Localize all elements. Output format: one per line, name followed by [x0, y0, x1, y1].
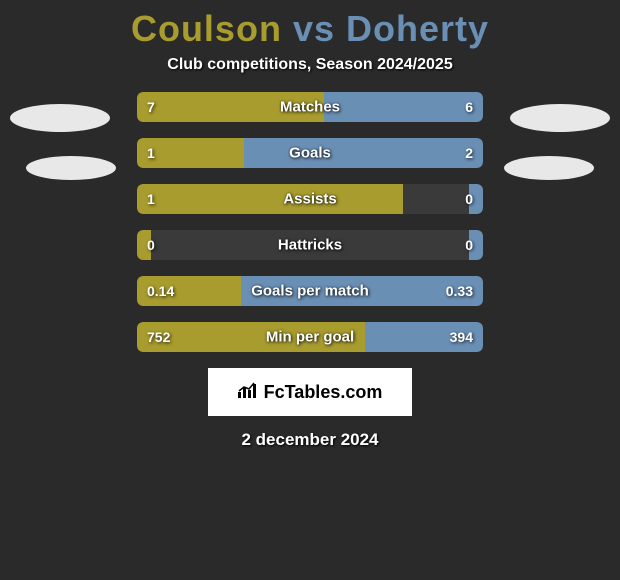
stat-value-left: 1 [147, 145, 155, 161]
stat-row: Matches 7 6 [137, 92, 483, 122]
stat-label: Goals per match [251, 283, 369, 300]
subtitle: Club competitions, Season 2024/2025 [0, 56, 620, 92]
stat-value-right: 0.33 [446, 283, 473, 299]
stat-value-right: 0 [465, 237, 473, 253]
stat-row: Min per goal 752 394 [137, 322, 483, 352]
stat-value-right: 6 [465, 99, 473, 115]
bar-right [244, 138, 483, 168]
bar-right [324, 92, 483, 122]
stat-value-left: 1 [147, 191, 155, 207]
stat-row: Hattricks 0 0 [137, 230, 483, 260]
brand-logo: FcTables.com [208, 368, 412, 416]
vs-label: vs [293, 8, 335, 49]
decoration-ellipse [504, 156, 594, 180]
stat-label: Goals [289, 145, 331, 162]
stat-value-left: 752 [147, 329, 170, 345]
bars-container: Matches 7 6 Goals 1 2 Assists 1 0 Hattricks 0 0 Goal… [137, 92, 483, 352]
stat-value-right: 0 [465, 191, 473, 207]
stat-value-right: 2 [465, 145, 473, 161]
player2-name: Doherty [346, 8, 489, 49]
stat-row: Assists 1 0 [137, 184, 483, 214]
date-label: 2 december 2024 [0, 430, 620, 450]
decoration-ellipse [10, 104, 110, 132]
bar-left [137, 184, 403, 214]
stat-value-left: 7 [147, 99, 155, 115]
stat-row: Goals 1 2 [137, 138, 483, 168]
stat-label: Assists [283, 191, 336, 208]
stat-row: Goals per match 0.14 0.33 [137, 276, 483, 306]
comparison-title: Coulson vs Doherty [0, 0, 620, 56]
player1-name: Coulson [131, 8, 282, 49]
brand-text: FcTables.com [264, 382, 383, 403]
stat-value-right: 394 [450, 329, 473, 345]
stat-label: Matches [280, 99, 340, 116]
stat-label: Hattricks [278, 237, 342, 254]
decoration-ellipse [510, 104, 610, 132]
stat-value-left: 0.14 [147, 283, 174, 299]
chart-area: Matches 7 6 Goals 1 2 Assists 1 0 Hattricks 0 0 Goal… [0, 92, 620, 352]
stat-label: Min per goal [266, 329, 354, 346]
chart-icon [238, 382, 258, 403]
decoration-ellipse [26, 156, 116, 180]
stat-value-left: 0 [147, 237, 155, 253]
